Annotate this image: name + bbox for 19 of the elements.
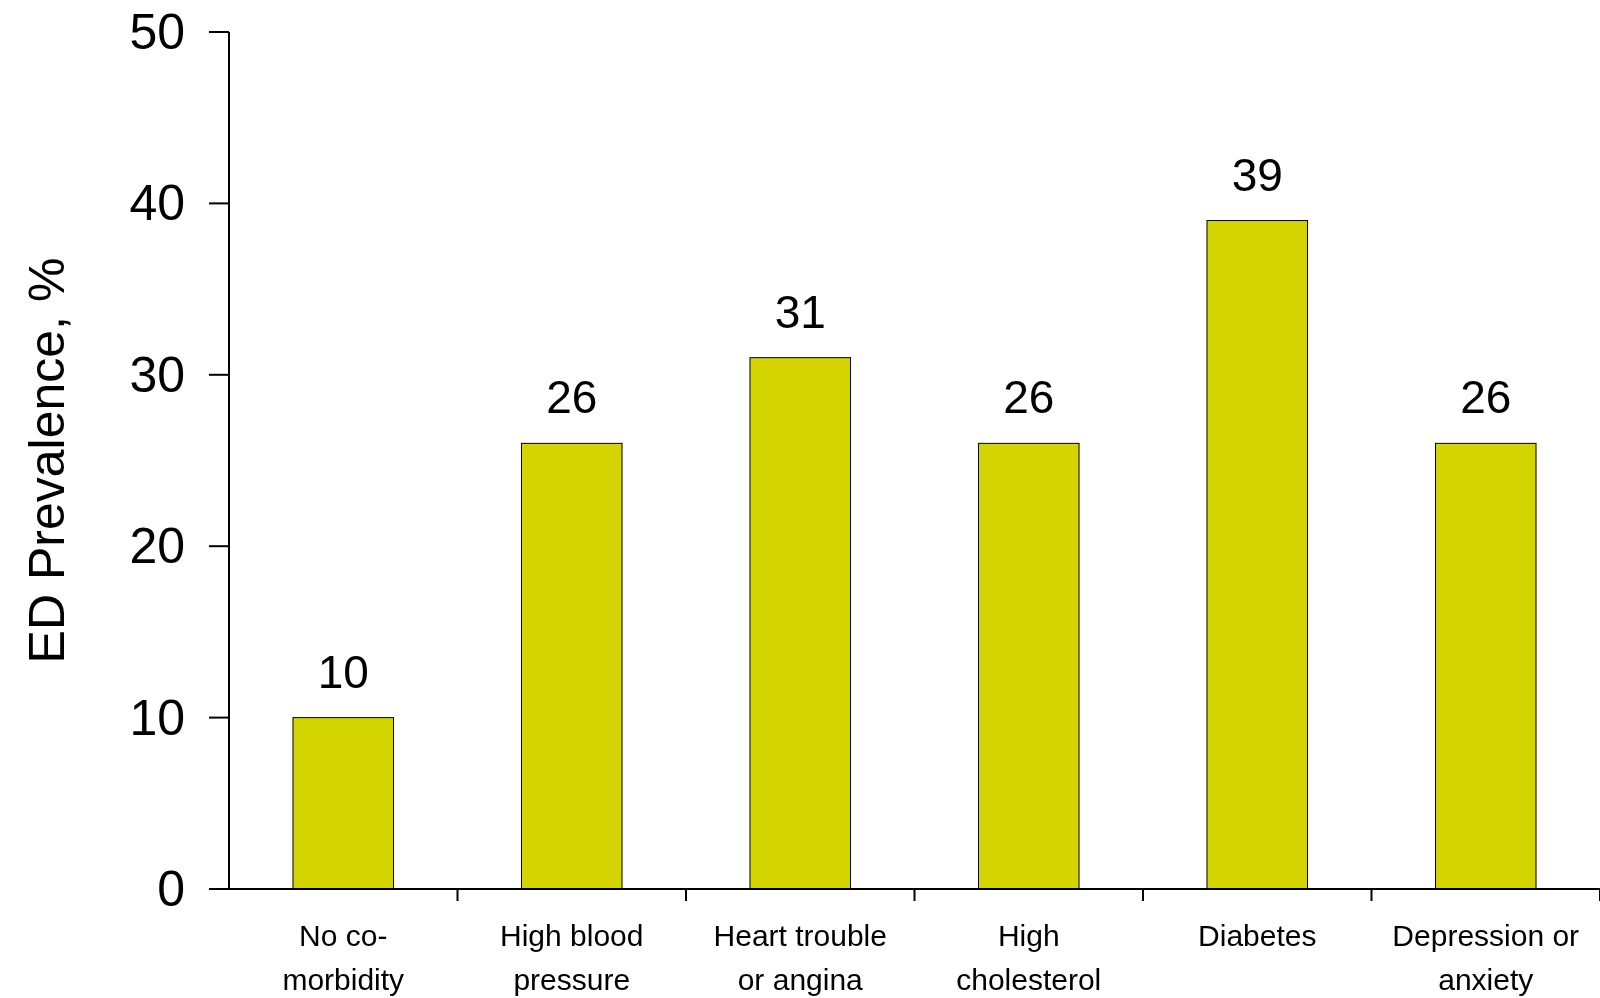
x-tick-label: No co-morbidity bbox=[282, 919, 405, 996]
x-tick-label: Heart trouble or angina bbox=[713, 919, 887, 996]
x-tick-label: Diabetes bbox=[1198, 919, 1317, 952]
x-tick-label: High blood pressure bbox=[500, 919, 644, 996]
y-tick-label: 20 bbox=[129, 518, 185, 575]
data-label: 26 bbox=[546, 371, 598, 424]
x-tick-label: Depression or anxiety bbox=[1392, 919, 1580, 996]
y-tick-label: 10 bbox=[129, 689, 185, 746]
data-label: 39 bbox=[1231, 148, 1283, 201]
data-label: 10 bbox=[317, 645, 369, 698]
x-tick-label: High cholesterol bbox=[956, 919, 1102, 996]
y-tick-label: 30 bbox=[129, 346, 185, 403]
y-tick-label: 40 bbox=[129, 175, 185, 232]
y-axis-title: ED Prevalence, % bbox=[19, 257, 75, 664]
y-tick-label: 0 bbox=[157, 861, 185, 917]
y-tick-label: 50 bbox=[129, 4, 185, 60]
data-label: 26 bbox=[1003, 371, 1055, 424]
data-label: 31 bbox=[774, 285, 826, 338]
data-label: 26 bbox=[1460, 371, 1512, 424]
